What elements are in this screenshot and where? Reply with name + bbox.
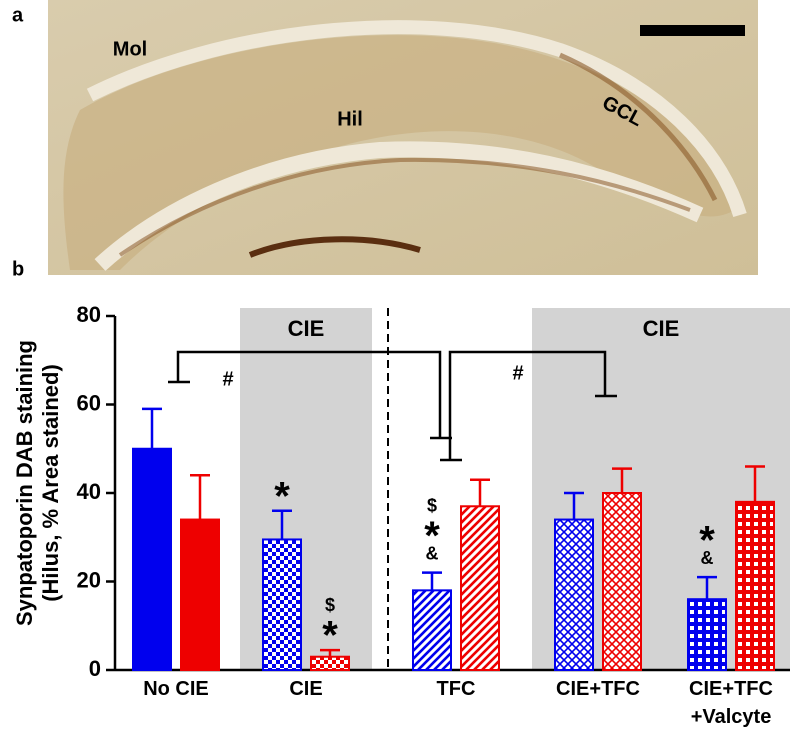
bar	[735, 500, 775, 671]
bar	[687, 598, 727, 672]
significance-symbol: *	[322, 614, 338, 658]
y-tick-label: 60	[77, 390, 101, 415]
error-bar	[272, 509, 292, 540]
significance-symbol: *	[699, 519, 715, 563]
y-tick-label: 20	[77, 567, 101, 592]
lower-blade	[94, 141, 704, 271]
bar	[262, 538, 302, 672]
lower-blade-edge	[118, 157, 691, 257]
bracket-label: #	[222, 368, 233, 390]
error-bar	[612, 467, 632, 493]
region-label: CIE	[288, 316, 325, 341]
x-tick-label: CIE	[289, 678, 322, 700]
y-axis-label: Synpatoporin DAB staining	[12, 340, 37, 626]
chart: CIE CIE 0 20 40 60 80 Synpatoporin DAB staining…	[12, 302, 790, 728]
comparison-bracket	[168, 350, 617, 462]
bar	[554, 518, 594, 671]
x-tick-label: CIE+TFC +Valcyte	[689, 678, 773, 728]
shaded-region	[240, 308, 372, 670]
x-tick-label: TFC	[437, 678, 476, 700]
significance-symbol: *	[424, 514, 440, 558]
x-tick-label: CIE+TFC	[556, 678, 640, 700]
error-bar	[564, 491, 584, 520]
significance-symbol: $	[427, 495, 437, 515]
bar	[412, 589, 452, 671]
y-tick-label: 0	[89, 656, 101, 681]
error-bar	[745, 465, 765, 502]
error-bar	[190, 474, 210, 520]
region-label: Mol	[113, 38, 147, 60]
significance-symbol: *	[274, 474, 290, 518]
significance-symbol: &	[426, 543, 439, 563]
bar	[310, 655, 350, 671]
bar	[180, 518, 220, 671]
y-tick-label: 80	[77, 302, 101, 327]
y-axis-label: (Hilus, % Area stained)	[38, 364, 63, 602]
bar	[602, 492, 642, 671]
bar	[132, 447, 172, 671]
x-tick-label: No CIE	[143, 678, 209, 700]
error-bar	[470, 478, 490, 507]
bar	[460, 505, 500, 671]
hilus-region	[63, 35, 735, 271]
region-label: CIE	[643, 316, 680, 341]
error-bar	[422, 571, 442, 591]
panel-label: a	[12, 4, 24, 26]
region-label: Hil	[337, 108, 363, 130]
significance-symbol: $	[325, 595, 335, 615]
granule-cell-layer	[86, 20, 747, 218]
error-bar	[320, 648, 340, 657]
error-bar	[697, 575, 717, 600]
gcl-edge	[558, 52, 718, 202]
y-tick-label: 40	[77, 479, 101, 504]
micrograph: a Mol Hil GCL	[12, 0, 758, 275]
significance-symbol: &	[701, 548, 714, 568]
error-bar	[142, 407, 162, 449]
panel-label: b	[12, 258, 24, 280]
bracket-label: #	[512, 362, 523, 384]
dark-band	[248, 236, 421, 258]
scale-bar	[640, 25, 745, 36]
